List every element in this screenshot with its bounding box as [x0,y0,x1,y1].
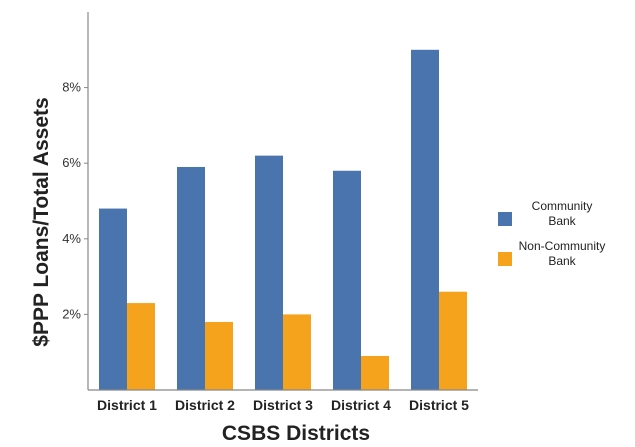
y-tick-label: 8% [62,80,81,95]
legend-label: Community [532,199,593,213]
x-axis-tick-labels: District 1 District 2 District 3 District 4… [97,397,469,413]
bar-non-community-2 [205,321,233,390]
x-tick-label: District 2 [175,397,235,413]
bar-community-3 [255,155,283,390]
y-axis-title: $PPP Loans/Total Assets [30,97,53,346]
x-axis-title: CSBS Districts [222,422,370,445]
bar-non-community-4 [361,355,389,390]
x-tick-label: District 5 [409,397,469,413]
y-axis-ticks: 2% 4% 6% 8% [62,80,88,321]
bar-non-community-1 [127,303,155,390]
legend-swatch-non-community [498,252,512,266]
x-tick-label: District 1 [97,397,157,413]
bar-non-community-5 [439,291,467,390]
bar-community-1 [99,208,127,390]
y-tick-label: 4% [62,231,81,246]
legend-label: Bank [548,214,576,228]
bar-community-2 [177,166,205,390]
bar-community-4 [333,170,361,390]
y-tick-label: 2% [62,306,81,321]
legend-swatch-community [498,212,512,226]
y-tick-label: 6% [62,155,81,170]
legend-label: Bank [548,254,576,268]
bar-community-5 [411,49,439,391]
bar-non-community-3 [283,314,311,390]
x-tick-label: District 3 [253,397,313,413]
legend-label: Non-Community [519,239,606,253]
bars-group [99,49,467,391]
x-tick-label: District 4 [331,397,391,413]
